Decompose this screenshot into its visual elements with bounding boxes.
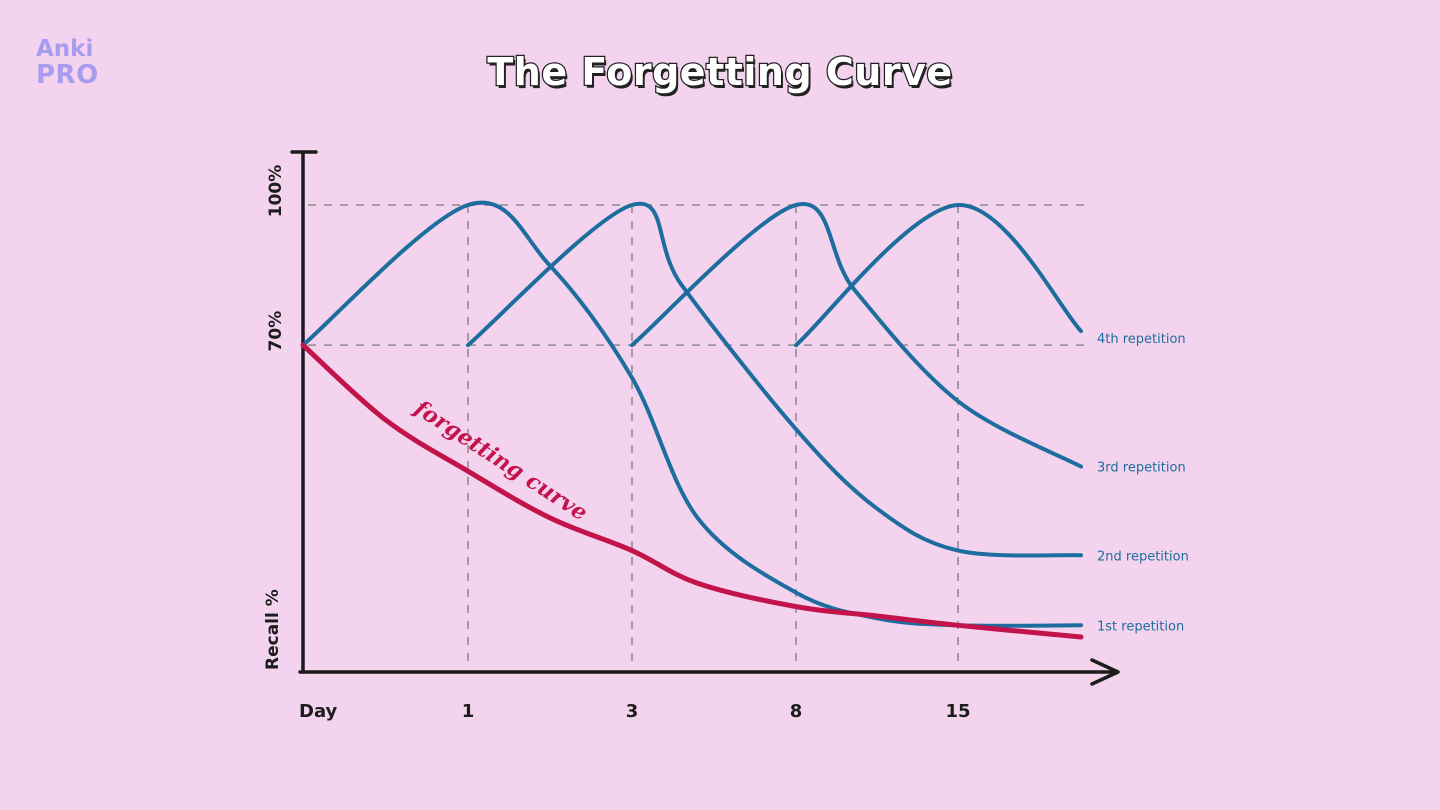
labels-layer: Day Recall % forgetting curve 70% 100% 1 3 8… bbox=[263, 165, 1189, 722]
anki-pro-logo: Anki PRO bbox=[36, 36, 116, 90]
axes-layer bbox=[290, 150, 1120, 686]
forgetting-curve-line bbox=[300, 342, 1084, 640]
x-tick-label: 3 bbox=[626, 701, 639, 722]
x-axis-label: Day bbox=[299, 701, 338, 722]
logo-line-2: PRO bbox=[36, 60, 99, 90]
y-tick-label: 70% bbox=[266, 311, 286, 352]
x-axis-arrowhead bbox=[1090, 658, 1120, 686]
series-layer bbox=[300, 200, 1084, 640]
x-tick-label: 1 bbox=[462, 701, 475, 722]
series-line-2 bbox=[466, 201, 1083, 558]
y-tick-label: 100% bbox=[266, 165, 286, 218]
y-axis-label: Recall % bbox=[263, 589, 283, 670]
chart-title: The Forgetting Curve bbox=[486, 49, 953, 96]
series-line-4 bbox=[794, 202, 1083, 348]
series-line-3 bbox=[630, 202, 1083, 469]
y-axis bbox=[290, 150, 318, 674]
series-label-1: 1st repetition bbox=[1097, 619, 1184, 634]
series-label-4: 4th repetition bbox=[1097, 332, 1186, 347]
logo-line-1: Anki bbox=[36, 36, 94, 62]
series-label-3: 3rd repetition bbox=[1097, 461, 1186, 476]
forgetting-curve-label: forgetting curve bbox=[408, 394, 592, 526]
x-tick-label: 8 bbox=[790, 701, 803, 722]
grid-layer bbox=[308, 204, 1086, 668]
series-label-2: 2nd repetition bbox=[1097, 549, 1189, 564]
x-tick-label: 15 bbox=[945, 701, 970, 722]
